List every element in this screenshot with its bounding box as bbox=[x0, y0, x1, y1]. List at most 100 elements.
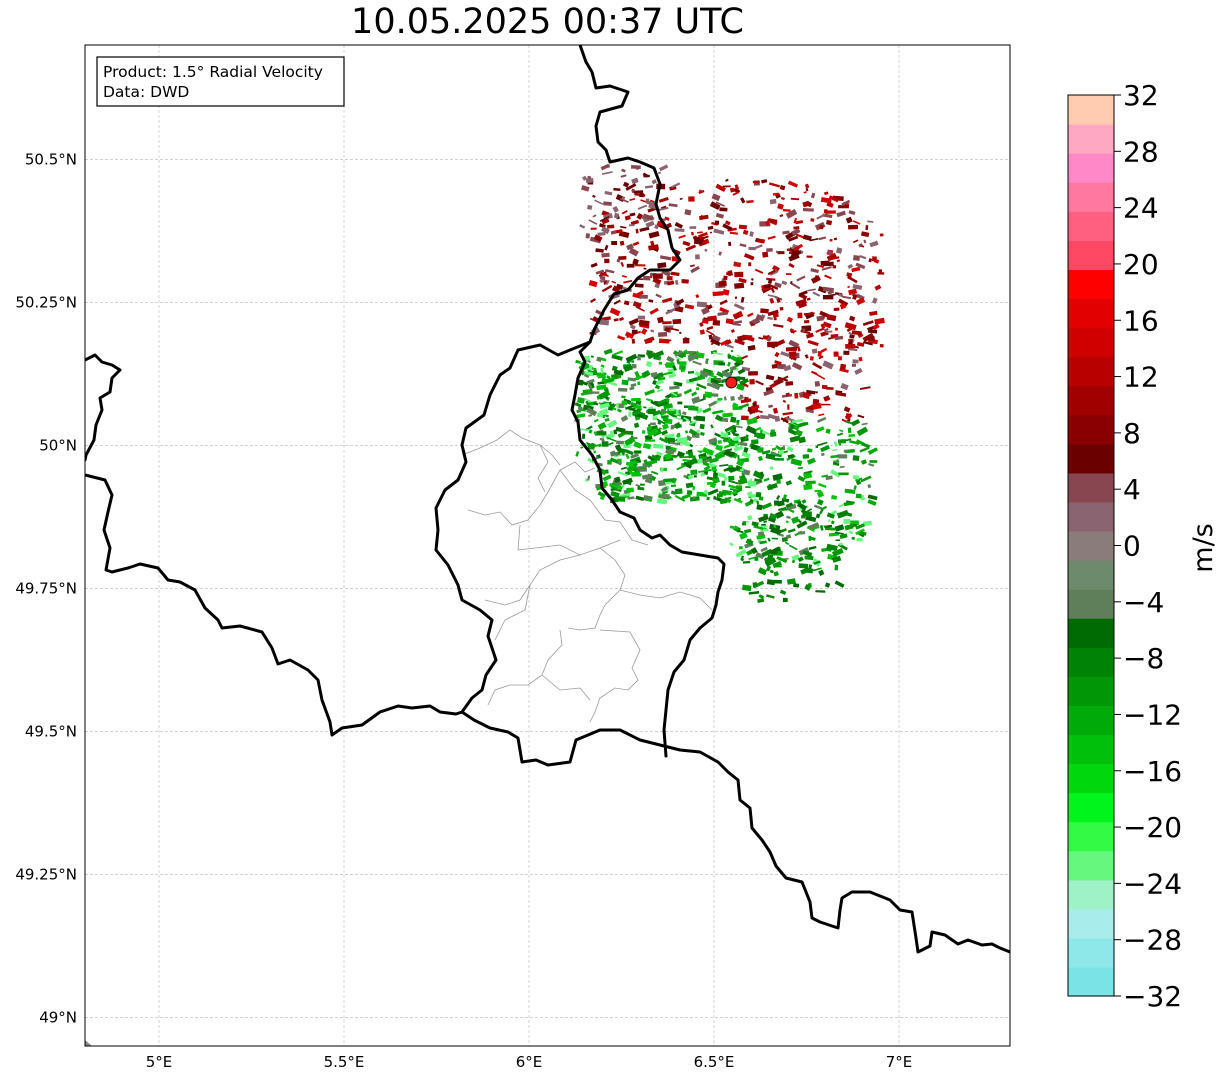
velocity-echo bbox=[605, 279, 610, 285]
velocity-echo bbox=[733, 497, 743, 504]
velocity-echo bbox=[782, 494, 788, 501]
velocity-echo bbox=[845, 216, 853, 224]
velocity-echo bbox=[843, 501, 854, 507]
velocity-echo bbox=[634, 370, 640, 378]
velocity-echo bbox=[769, 341, 777, 349]
velocity-echo bbox=[696, 387, 700, 391]
velocity-echo bbox=[782, 597, 788, 603]
velocity-echo bbox=[710, 341, 716, 346]
velocity-echo bbox=[793, 243, 804, 251]
velocity-echo bbox=[614, 229, 623, 234]
velocity-echo bbox=[629, 324, 636, 330]
velocity-echo bbox=[652, 379, 657, 385]
velocity-echo bbox=[736, 420, 740, 423]
velocity-echo bbox=[631, 177, 639, 185]
velocity-echo bbox=[878, 269, 882, 273]
velocity-echo bbox=[779, 306, 784, 311]
velocity-echo bbox=[714, 220, 720, 225]
velocity-echo bbox=[613, 350, 624, 356]
velocity-echo bbox=[785, 480, 793, 486]
velocity-echo bbox=[837, 298, 849, 307]
velocity-echo bbox=[618, 403, 624, 409]
velocity-echo bbox=[803, 191, 807, 194]
velocity-echo bbox=[782, 399, 787, 403]
velocity-echo bbox=[814, 489, 822, 493]
velocity-echo bbox=[692, 496, 696, 500]
velocity-echo bbox=[838, 292, 844, 298]
velocity-echo bbox=[585, 400, 590, 407]
velocity-echo bbox=[742, 584, 752, 592]
radar-site-marker[interactable] bbox=[725, 376, 738, 389]
velocity-echo bbox=[779, 214, 784, 217]
colorbar-tick-label: 32 bbox=[1123, 79, 1159, 112]
velocity-echo bbox=[861, 422, 868, 426]
velocity-echo bbox=[661, 414, 669, 419]
velocity-echo bbox=[752, 244, 763, 251]
velocity-echo bbox=[863, 520, 872, 526]
velocity-echo bbox=[673, 381, 683, 387]
velocity-echo bbox=[698, 214, 709, 221]
velocity-echo bbox=[647, 498, 652, 502]
velocity-echo bbox=[702, 461, 710, 467]
velocity-echo bbox=[631, 329, 638, 334]
velocity-echo bbox=[625, 449, 634, 456]
velocity-echo bbox=[729, 525, 739, 530]
velocity-echo bbox=[810, 192, 816, 199]
velocity-echo bbox=[807, 583, 812, 588]
velocity-echo bbox=[631, 471, 641, 477]
velocity-echo bbox=[778, 506, 787, 512]
velocity-echo bbox=[797, 466, 804, 470]
velocity-echo bbox=[785, 392, 790, 397]
velocity-echo bbox=[618, 255, 627, 260]
velocity-echo bbox=[641, 369, 651, 379]
velocity-echo bbox=[868, 258, 873, 263]
velocity-echo bbox=[813, 504, 823, 510]
velocity-echo bbox=[769, 297, 775, 304]
velocity-echo bbox=[613, 187, 621, 191]
velocity-echo bbox=[659, 164, 669, 172]
velocity-echo bbox=[621, 274, 628, 278]
velocity-echo bbox=[773, 579, 782, 584]
velocity-echo bbox=[711, 221, 718, 226]
velocity-echo bbox=[821, 266, 832, 271]
velocity-echo bbox=[710, 424, 714, 429]
map-area[interactable] bbox=[85, 45, 1010, 1046]
velocity-echo bbox=[734, 282, 745, 289]
velocity-echo bbox=[786, 578, 796, 585]
velocity-echo bbox=[785, 346, 798, 352]
colorbar-segment bbox=[1068, 153, 1114, 183]
velocity-echo bbox=[849, 334, 855, 339]
velocity-echo bbox=[815, 391, 818, 394]
velocity-echo bbox=[774, 282, 782, 288]
velocity-echo bbox=[687, 353, 699, 362]
velocity-echo bbox=[639, 483, 645, 486]
velocity-echo bbox=[581, 185, 590, 192]
velocity-echo bbox=[819, 525, 824, 531]
velocity-echo bbox=[861, 442, 871, 449]
velocity-echo bbox=[844, 488, 856, 495]
velocity-echo bbox=[614, 498, 619, 503]
velocity-echo bbox=[830, 520, 835, 525]
velocity-echo bbox=[795, 429, 803, 437]
velocity-echo bbox=[826, 543, 838, 552]
velocity-echo bbox=[623, 279, 633, 284]
velocity-echo bbox=[662, 490, 668, 495]
velocity-echo bbox=[650, 337, 655, 341]
velocity-echo bbox=[785, 381, 794, 386]
velocity-echo bbox=[769, 569, 774, 574]
velocity-echo bbox=[625, 353, 638, 363]
velocity-echo bbox=[822, 213, 833, 219]
velocity-echo bbox=[654, 350, 665, 358]
velocity-echo bbox=[628, 318, 640, 326]
velocity-echo bbox=[755, 380, 764, 386]
lat-tick-label: 49.5°N bbox=[25, 722, 77, 740]
velocity-echo bbox=[787, 404, 790, 410]
velocity-echo bbox=[825, 330, 833, 334]
velocity-echo bbox=[714, 414, 724, 422]
velocity-echo bbox=[579, 224, 586, 229]
velocity-echo bbox=[629, 198, 636, 201]
velocity-echo bbox=[655, 293, 662, 299]
velocity-echo bbox=[597, 491, 606, 498]
velocity-echo bbox=[705, 304, 710, 308]
velocity-echo bbox=[834, 564, 839, 571]
